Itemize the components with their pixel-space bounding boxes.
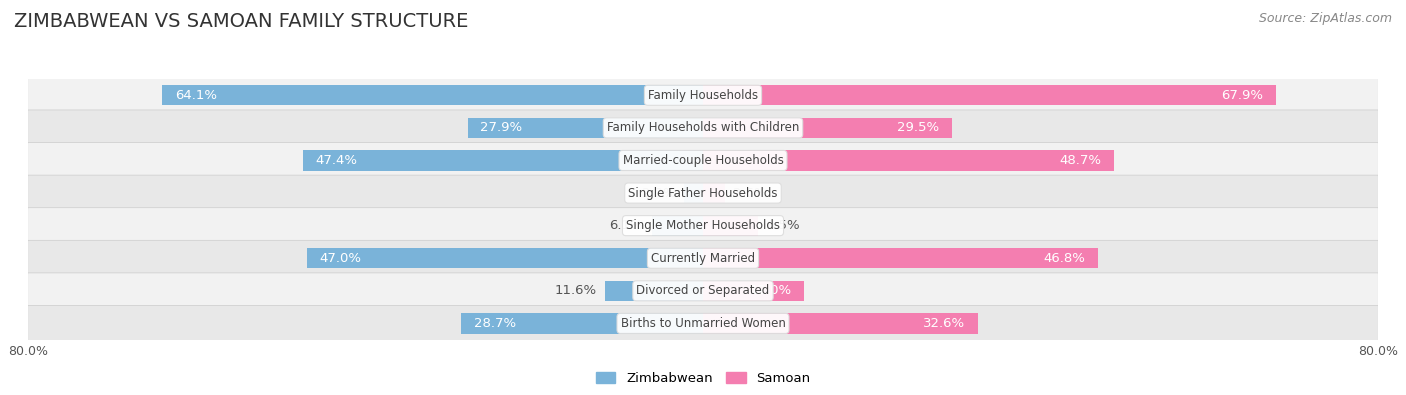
- Text: 46.8%: 46.8%: [1043, 252, 1085, 265]
- Text: 64.1%: 64.1%: [174, 89, 217, 102]
- Bar: [703, 313, 979, 333]
- FancyBboxPatch shape: [28, 208, 1378, 244]
- Text: Source: ZipAtlas.com: Source: ZipAtlas.com: [1258, 12, 1392, 25]
- Bar: [703, 281, 804, 301]
- Text: 2.6%: 2.6%: [734, 186, 768, 199]
- Text: 32.6%: 32.6%: [924, 317, 966, 330]
- Text: Family Households with Children: Family Households with Children: [607, 121, 799, 134]
- Text: Currently Married: Currently Married: [651, 252, 755, 265]
- Bar: [685, 183, 703, 203]
- Text: 47.4%: 47.4%: [316, 154, 357, 167]
- FancyBboxPatch shape: [28, 305, 1378, 341]
- FancyBboxPatch shape: [28, 175, 1378, 211]
- FancyBboxPatch shape: [28, 143, 1378, 179]
- Text: 6.1%: 6.1%: [609, 219, 643, 232]
- Bar: [162, 85, 703, 105]
- FancyBboxPatch shape: [28, 240, 1378, 276]
- Text: 67.9%: 67.9%: [1222, 89, 1263, 102]
- Text: Single Father Households: Single Father Households: [628, 186, 778, 199]
- Bar: [605, 281, 703, 301]
- Bar: [703, 183, 725, 203]
- FancyBboxPatch shape: [28, 273, 1378, 309]
- Text: 11.6%: 11.6%: [554, 284, 596, 297]
- Bar: [703, 216, 758, 236]
- Bar: [651, 216, 703, 236]
- FancyBboxPatch shape: [28, 110, 1378, 146]
- Text: Married-couple Households: Married-couple Households: [623, 154, 783, 167]
- Text: Family Households: Family Households: [648, 89, 758, 102]
- Text: 2.2%: 2.2%: [643, 186, 676, 199]
- Text: 47.0%: 47.0%: [319, 252, 361, 265]
- Text: 27.9%: 27.9%: [481, 121, 523, 134]
- Text: 12.0%: 12.0%: [749, 284, 792, 297]
- Bar: [703, 150, 1114, 171]
- Text: Divorced or Separated: Divorced or Separated: [637, 284, 769, 297]
- Text: 6.5%: 6.5%: [766, 219, 800, 232]
- Legend: Zimbabwean, Samoan: Zimbabwean, Samoan: [591, 367, 815, 390]
- Text: 29.5%: 29.5%: [897, 121, 939, 134]
- Bar: [703, 85, 1275, 105]
- Bar: [304, 150, 703, 171]
- FancyBboxPatch shape: [28, 77, 1378, 113]
- Text: ZIMBABWEAN VS SAMOAN FAMILY STRUCTURE: ZIMBABWEAN VS SAMOAN FAMILY STRUCTURE: [14, 12, 468, 31]
- Bar: [703, 248, 1098, 268]
- Bar: [468, 118, 703, 138]
- Text: 28.7%: 28.7%: [474, 317, 516, 330]
- Text: 48.7%: 48.7%: [1059, 154, 1101, 167]
- Bar: [703, 118, 952, 138]
- Bar: [307, 248, 703, 268]
- Bar: [461, 313, 703, 333]
- Text: Births to Unmarried Women: Births to Unmarried Women: [620, 317, 786, 330]
- Text: Single Mother Households: Single Mother Households: [626, 219, 780, 232]
